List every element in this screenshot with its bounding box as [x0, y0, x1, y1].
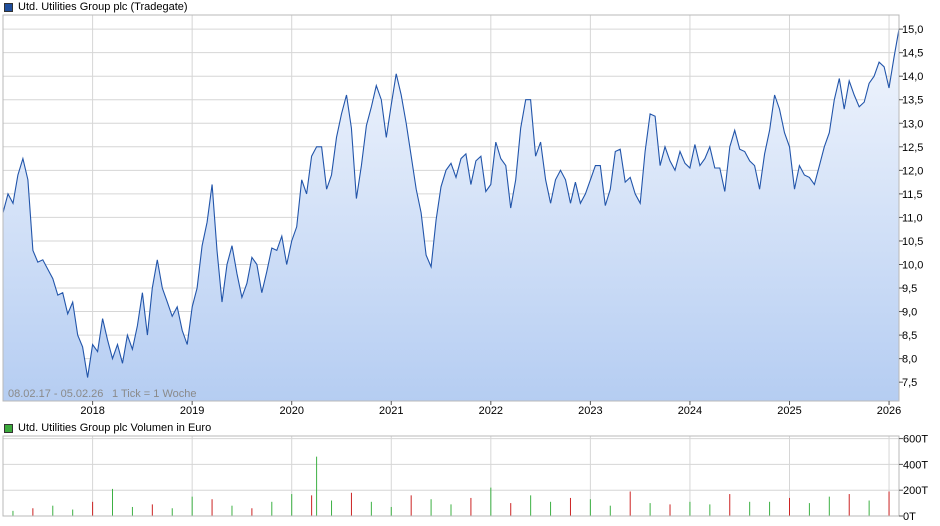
- volume-grid: [3, 436, 899, 516]
- volume-plot-frame: [2, 435, 900, 517]
- price-y-tick-label: 14,0: [902, 71, 923, 83]
- price-plot-frame: [2, 14, 900, 402]
- price-y-tick-label: 15,0: [902, 24, 923, 36]
- price-y-tick-label: 11,0: [902, 212, 923, 224]
- price-x-tick-label: 2021: [379, 405, 403, 417]
- price-x-tick-label: 2023: [578, 405, 602, 417]
- tick-interval-label: 1 Tick = 1 Woche: [112, 388, 196, 400]
- price-x-tick-label: 2025: [777, 405, 801, 417]
- volume-y-axis: 0T 200T 400T 600T: [899, 434, 928, 523]
- price-y-tick-label: 8,0: [902, 354, 917, 366]
- price-y-tick-label: 13,5: [902, 95, 923, 107]
- date-range-label: 08.02.17 - 05.02.26: [8, 388, 103, 400]
- price-x-tick-label: 2022: [479, 405, 503, 417]
- price-legend-swatch: [4, 2, 13, 12]
- price-y-tick-label: 11,5: [902, 189, 923, 201]
- price-area: [3, 29, 899, 401]
- price-x-tick-label: 2018: [80, 405, 104, 417]
- volume-bars: [12, 456, 890, 516]
- price-x-axis: 2018 2019 2020 2021 2022 2023 2024 2025 2026: [80, 401, 901, 417]
- price-x-tick-label: 2026: [877, 405, 901, 417]
- price-line: [2, 29, 900, 378]
- price-legend-label: Utd. Utilities Group plc (Tradegate): [18, 1, 188, 13]
- volume-legend-label: Utd. Utilities Group plc Volumen in Euro: [18, 422, 212, 434]
- price-y-tick-label: 12,5: [902, 142, 923, 154]
- volume-y-tick-label: 200T: [903, 485, 928, 497]
- volume-y-tick-label: 0T: [903, 511, 916, 523]
- price-y-tick-label: 9,5: [902, 283, 917, 295]
- price-x-tick-label: 2019: [180, 405, 204, 417]
- price-y-tick-label: 12,0: [902, 165, 923, 177]
- price-y-tick-label: 7,5: [902, 377, 917, 389]
- price-x-tick-label: 2020: [279, 405, 303, 417]
- volume-legend: Utd. Utilities Group plc Volumen in Euro: [4, 422, 211, 434]
- volume-legend-swatch: [4, 423, 13, 433]
- price-y-tick-label: 10,5: [902, 236, 923, 248]
- price-y-tick-label: 10,0: [902, 259, 923, 271]
- price-legend: Utd. Utilities Group plc (Tradegate): [4, 1, 188, 13]
- price-y-tick-label: 13,0: [902, 118, 923, 130]
- volume-y-tick-label: 400T: [903, 459, 928, 471]
- volume-y-tick-label: 600T: [903, 434, 928, 446]
- price-x-tick-label: 2024: [678, 405, 702, 417]
- price-y-tick-label: 14,5: [902, 48, 923, 60]
- price-y-tick-label: 8,5: [902, 330, 917, 342]
- price-y-axis: 7,5 8,0 8,5 9,0 9,5 10,0 10,5 11,0 11,5 12,0 12,5 1…: [899, 24, 923, 389]
- price-y-tick-label: 9,0: [902, 307, 917, 319]
